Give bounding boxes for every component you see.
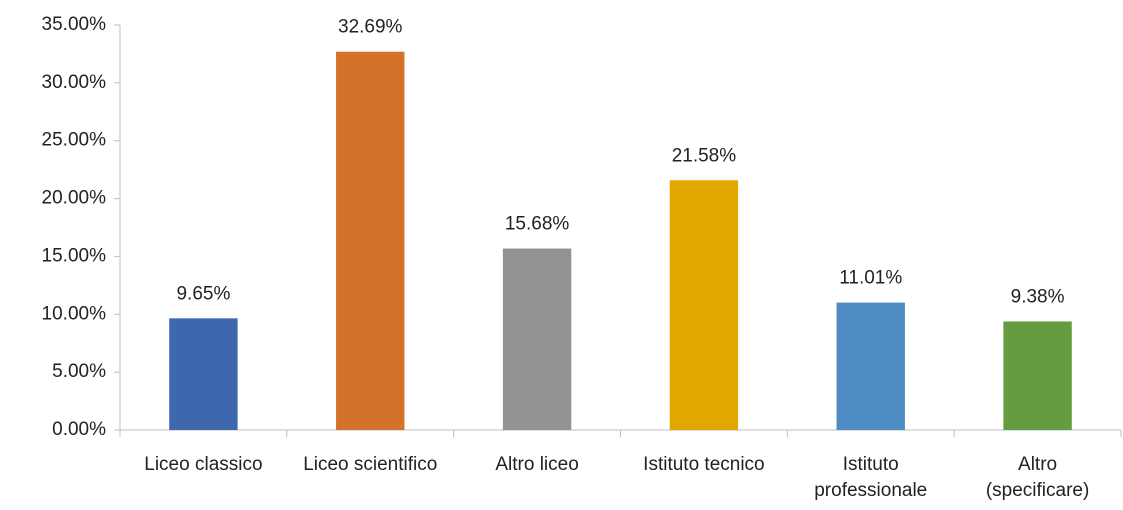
y-tick-label: 20.00% (42, 188, 107, 209)
y-tick-label: 5.00% (52, 361, 106, 382)
bar (336, 51, 405, 430)
x-tick-label: Altro liceo (495, 454, 579, 475)
bar (836, 302, 905, 430)
bar (502, 248, 572, 430)
x-tick-label: Liceo classico (144, 454, 263, 475)
data-label: 21.58% (672, 145, 737, 166)
x-tick-label: Liceo scientifico (303, 454, 438, 475)
y-tick-label: 0.00% (52, 419, 106, 440)
x-tick-label: Altro (specificare) (985, 454, 1090, 501)
y-tick-label: 35.00% (42, 14, 107, 35)
bar (169, 318, 238, 430)
bar (1003, 321, 1072, 430)
data-label: 15.68% (505, 214, 570, 235)
x-tick-label: Istituto professionale (814, 454, 928, 501)
y-tick-label: 15.00% (42, 245, 107, 266)
bar (669, 180, 739, 430)
data-label: 9.65% (176, 283, 230, 304)
y-tick-label: 10.00% (42, 303, 107, 324)
data-label: 9.38% (1011, 286, 1065, 307)
y-tick-label: 25.00% (42, 130, 107, 151)
data-label: 11.01% (839, 268, 902, 289)
x-tick-label: Istituto tecnico (643, 454, 765, 475)
data-label: 32.69% (338, 17, 403, 38)
y-tick-label: 30.00% (42, 72, 107, 93)
